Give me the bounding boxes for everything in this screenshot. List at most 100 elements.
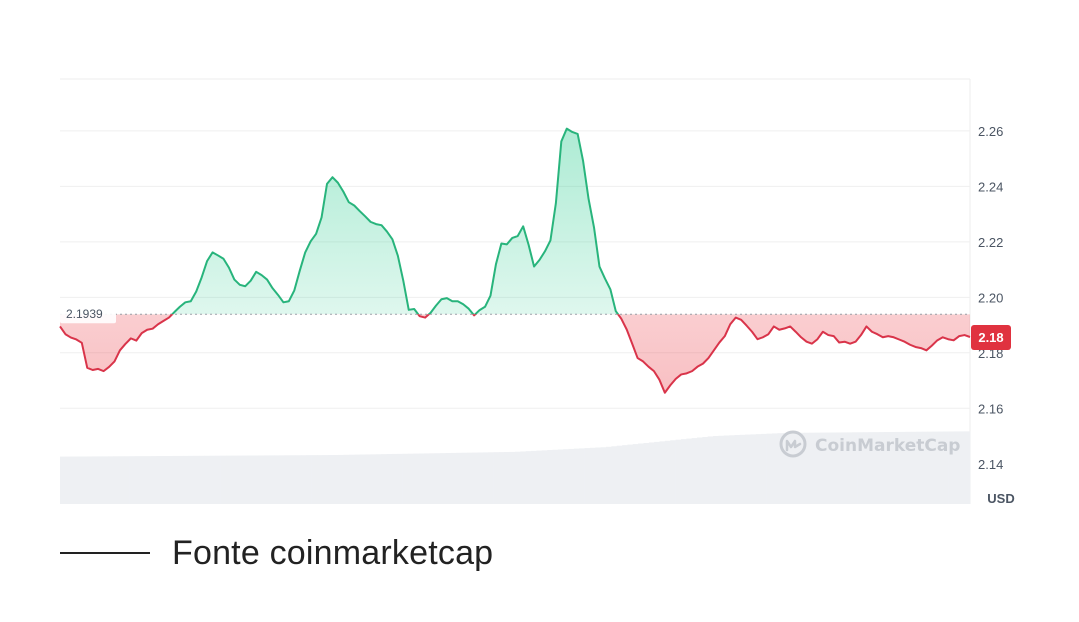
volume-bar <box>177 455 184 504</box>
volume-bar <box>525 451 532 504</box>
volume-bar <box>108 456 114 504</box>
volume-bar <box>777 433 783 504</box>
volume-bar <box>905 431 912 504</box>
volume-bar <box>884 432 891 504</box>
volume-bar <box>316 455 323 504</box>
caption-text: Fonte coinmarketcap <box>172 533 494 572</box>
volume-bar <box>750 434 757 504</box>
volume-bar <box>520 451 527 504</box>
volume-bar <box>686 438 692 504</box>
volume-bar <box>900 431 907 504</box>
volume-bar <box>397 453 403 504</box>
volume-bar <box>113 456 120 504</box>
volume-bar <box>552 449 559 504</box>
price-line-above <box>170 127 620 315</box>
volume-bar <box>375 454 382 504</box>
coinmarketcap-logo-icon <box>779 430 807 458</box>
volume-bar <box>220 455 227 504</box>
volume-bar <box>456 452 462 504</box>
volume-bar <box>365 454 371 504</box>
reference-price-badge: 2.1939 <box>60 304 116 324</box>
volume-bar <box>579 448 585 504</box>
volume-bar <box>327 455 334 504</box>
volume-bar <box>349 454 355 504</box>
volume-bar <box>734 435 741 504</box>
volume-bar <box>268 455 275 504</box>
volume-bar <box>156 456 163 504</box>
volume-bar <box>755 434 762 504</box>
volume-bar <box>782 432 789 504</box>
volume-bar <box>595 447 601 504</box>
volume-bar <box>557 449 564 504</box>
volume-bar <box>798 432 805 504</box>
volume-bar <box>70 456 77 504</box>
volume-bar <box>295 455 302 504</box>
volume-bar <box>541 450 548 504</box>
volume-bar <box>215 455 221 504</box>
volume-bar <box>391 453 398 504</box>
volume-bar <box>461 452 468 504</box>
volume-bar <box>627 444 634 504</box>
volume-bar <box>134 456 141 504</box>
caption: Fonte coinmarketcap <box>60 528 493 578</box>
volume-bar <box>739 434 746 504</box>
volume-bar <box>482 452 489 504</box>
y-axis: 2.26 2.24 2.22 2.20 2.18 2.16 2.14 <box>978 124 1003 472</box>
volume-bar <box>953 431 960 504</box>
volume-bar <box>964 431 971 504</box>
y-tick-label: 2.16 <box>978 401 1003 416</box>
volume-bar <box>761 433 767 504</box>
volume-bar <box>825 432 832 504</box>
volume-bar <box>697 437 703 504</box>
volume-bar <box>879 432 885 504</box>
volume-bar <box>745 434 751 504</box>
volume-bar <box>231 455 237 504</box>
volume-bar <box>129 456 136 504</box>
volume-bar <box>959 431 965 504</box>
volume-bar <box>573 448 580 504</box>
volume-bar <box>873 432 880 504</box>
volume-bar <box>370 454 377 504</box>
volume-bar <box>830 432 837 504</box>
y-tick-label: 2.14 <box>978 457 1003 472</box>
volume-bar <box>788 432 794 504</box>
coinmarketcap-watermark: CoinMarketCap <box>779 430 960 458</box>
volume-bar <box>584 448 591 504</box>
volume-bar <box>306 455 312 504</box>
volume-bar <box>504 452 510 504</box>
volume-bar <box>118 456 125 504</box>
volume-bar <box>65 456 72 504</box>
volume-bar <box>659 441 666 504</box>
reference-price-label: 2.1939 <box>66 307 103 321</box>
volume-bar <box>943 431 949 504</box>
volume-bar <box>145 456 152 504</box>
volume-bar <box>279 455 286 504</box>
volume-bar <box>354 454 361 504</box>
price-line-below <box>59 314 971 394</box>
volume-bar <box>338 454 345 504</box>
volume-bar <box>654 441 660 504</box>
volume-bar <box>252 455 259 504</box>
volume-bar <box>258 455 264 504</box>
volume-bar <box>204 455 211 504</box>
volume-bar <box>670 440 676 504</box>
volume-bar <box>804 432 810 504</box>
volume-bar <box>563 449 569 504</box>
volume-bar <box>161 456 168 504</box>
volume-bar <box>846 432 853 504</box>
volume-bar <box>589 447 596 504</box>
y-tick-label: 2.20 <box>978 290 1003 305</box>
volume-bar <box>445 453 452 504</box>
volume-bar <box>509 451 516 504</box>
volume-bar <box>911 431 917 504</box>
volume-bar <box>167 455 173 504</box>
volume-bar <box>86 456 93 504</box>
volume-bar <box>895 431 901 504</box>
area-below-reference <box>60 314 970 393</box>
volume-bar <box>359 454 366 504</box>
current-price-badge: 2.18 <box>971 324 1011 350</box>
volume-bar <box>413 453 419 504</box>
volume-bar <box>493 452 500 504</box>
volume-bar <box>386 454 393 504</box>
volume-bar <box>606 446 612 504</box>
